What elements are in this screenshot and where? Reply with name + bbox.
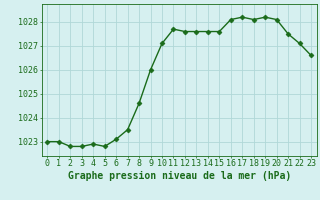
X-axis label: Graphe pression niveau de la mer (hPa): Graphe pression niveau de la mer (hPa) [68,171,291,181]
